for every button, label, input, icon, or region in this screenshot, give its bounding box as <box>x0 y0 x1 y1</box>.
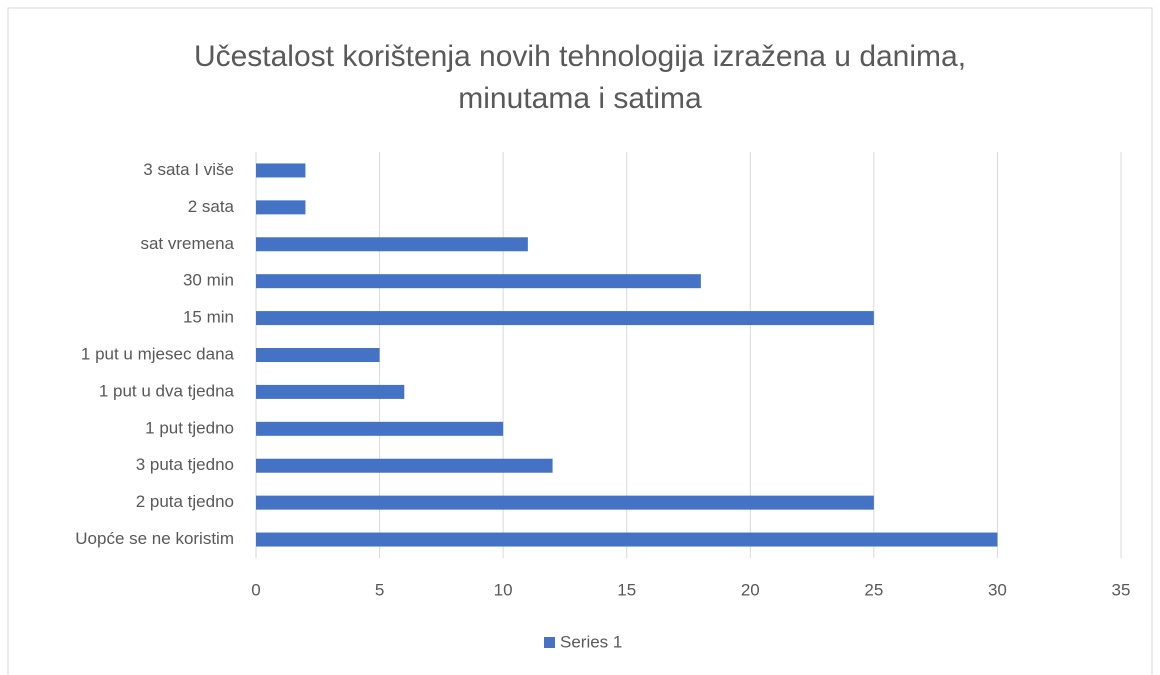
y-tick-label: 2 sata <box>188 197 235 216</box>
bar <box>256 200 306 215</box>
bar <box>256 311 874 326</box>
y-tick-label: 30 min <box>183 271 234 290</box>
y-tick-label: 1 put u mjesec dana <box>81 344 235 363</box>
x-tick-label: 35 <box>1112 580 1131 599</box>
y-tick-label: 2 puta tjedno <box>136 492 234 511</box>
bar <box>256 384 405 399</box>
y-tick-label: sat vremena <box>140 234 234 253</box>
chart-border <box>7 7 1153 675</box>
y-tick-label: Uopće se ne koristim <box>75 529 234 548</box>
bar <box>256 348 380 362</box>
x-tick-label: 0 <box>251 580 260 599</box>
bar <box>256 237 528 252</box>
bar <box>256 274 701 289</box>
y-tick-label: 15 min <box>183 308 234 327</box>
chart-title: Učestalost korištenja novih tehnologija … <box>193 40 967 115</box>
bar <box>256 495 874 510</box>
x-tick-label: 20 <box>741 580 760 599</box>
x-tick-label: 30 <box>988 580 1007 599</box>
bar <box>256 458 553 473</box>
bar <box>256 163 306 178</box>
y-tick-label: 3 puta tjedno <box>136 455 234 474</box>
bar <box>256 532 998 547</box>
x-tick-label: 15 <box>617 580 636 599</box>
legend-swatch <box>544 637 555 648</box>
y-tick-label: 3 sata I više <box>143 160 234 179</box>
x-tick-label: 25 <box>864 580 883 599</box>
x-tick-label: 10 <box>494 580 513 599</box>
bar <box>256 421 504 436</box>
y-tick-label: 1 put tjedno <box>145 418 234 437</box>
legend-label: Series 1 <box>560 632 622 651</box>
x-tick-label: 5 <box>375 580 384 599</box>
y-tick-label: 1 put u dva tjedna <box>99 381 235 400</box>
